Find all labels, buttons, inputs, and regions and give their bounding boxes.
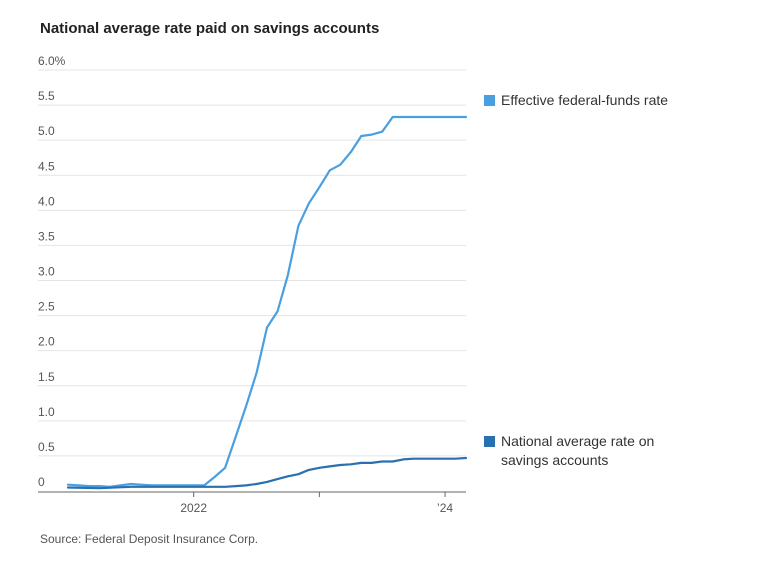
y-tick-label: 5.0 [38, 124, 55, 138]
legend-swatch-fed-funds [484, 95, 495, 106]
series-line-savings [66, 456, 468, 490]
y-tick-label: 3.0 [38, 265, 55, 279]
grid-lines [38, 69, 466, 457]
y-axis-tick-labels: 6.0% 5.5 5.0 4.5 4.0 3.5 3.0 2.5 2.0 1.5 1.0 0.5 0 [38, 54, 66, 489]
series-line-fed-funds [66, 115, 468, 488]
legend-swatch-savings [484, 436, 495, 447]
y-tick-label: 1.0 [38, 405, 55, 419]
source-note: Source: Federal Deposit Insurance Corp. [40, 532, 259, 546]
legend-item-savings: National average rate on savings account… [484, 432, 684, 470]
y-tick-label: 2.0 [38, 335, 55, 349]
x-axis: 2022 ’24 [38, 491, 466, 515]
chart-title: National average rate paid on savings ac… [40, 20, 380, 37]
y-tick-label: 0.5 [38, 440, 55, 454]
y-tick-label: 0 [38, 475, 45, 489]
y-tick-label: 2.5 [38, 300, 55, 314]
y-tick-label: 4.0 [38, 194, 55, 208]
y-tick-label: 5.5 [38, 89, 55, 103]
y-tick-label: 3.5 [38, 229, 55, 243]
series-lines [66, 115, 468, 490]
y-tick-label: 6.0% [38, 54, 66, 68]
legend-label-fed-funds: Effective federal-funds rate [501, 92, 669, 108]
y-tick-label: 4.5 [38, 159, 55, 173]
legend-item-fed-funds: Effective federal-funds rate [484, 91, 684, 110]
legend-label-savings: National average rate on savings account… [501, 433, 655, 468]
x-tick-label: 2022 [180, 501, 207, 515]
y-tick-label: 1.5 [38, 370, 55, 384]
x-tick-label: ’24 [437, 501, 453, 515]
